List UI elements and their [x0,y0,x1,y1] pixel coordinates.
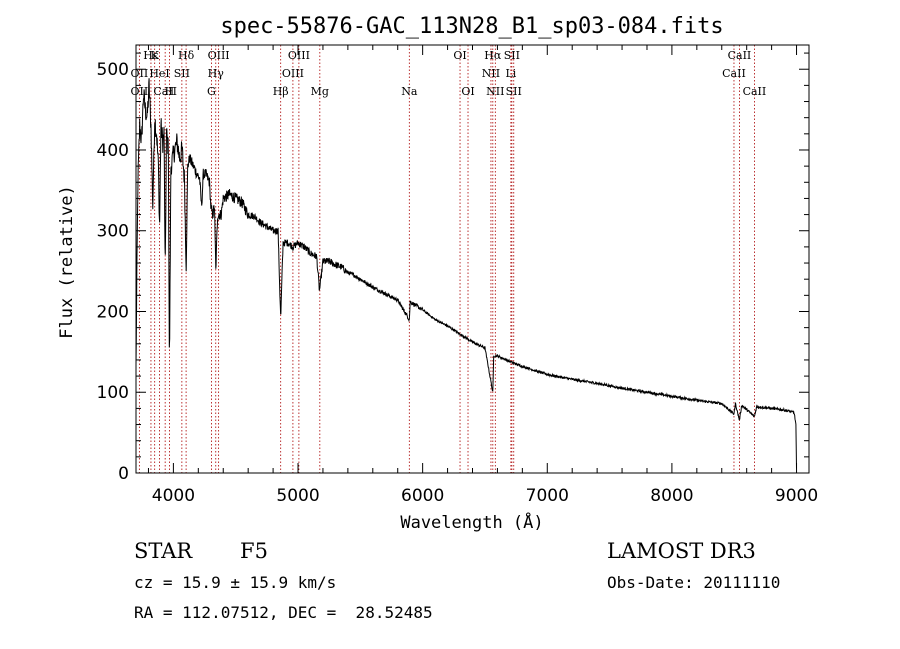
spectral-line-label: Na [401,85,418,98]
observation-date: Obs-Date: 20111110 [607,573,781,592]
spectral-line-label: CaII [743,85,767,98]
spectral-line-label: SII [504,49,520,62]
spectral-line-label: OIII [208,49,230,62]
x-tick-label: 5000 [276,486,319,506]
spectral-line-label: Hα [484,49,502,62]
spectral-line-label: Mg [311,85,329,98]
y-axis-label: Flux (relative) [57,185,77,339]
spectral-line-label: Hβ [273,85,289,98]
spectral-line-label: OII [131,85,149,98]
spectral-line-label: OII [131,67,149,80]
x-tick-label: 6000 [401,486,444,506]
spectral-line-label: G [207,85,216,98]
y-tick-label: 300 [97,222,129,242]
spectral-line-label: OIII [288,49,310,62]
axis-ticks: 4000 5000 6000 7000 8000 9000 0 100 200 300 400 500 [97,45,818,506]
redshift-cz: cz = 15.9 ± 15.9 km/s [134,573,337,592]
plot-frame [135,44,810,474]
object-class: STAR [134,539,193,563]
spectral-line-label: Hγ [208,67,225,80]
spectrum-series-line [135,78,797,469]
x-tick-label: 7000 [526,486,569,506]
chart-title: spec-55876-GAC_113N28_B1_sp03-084.fits [220,14,723,39]
spectral-line-label: SII [174,67,190,80]
spectral-line-markers [138,45,755,473]
y-tick-label: 500 [97,60,129,80]
spectral-line-label: SII [506,85,522,98]
spectral-line-label: Hδ [178,49,195,62]
spectral-line-label: K [151,49,160,62]
y-tick-label: 400 [97,141,129,161]
y-tick-label: 0 [118,464,129,484]
object-subclass: F5 [240,539,268,563]
spectral-line-label: OI [453,49,466,62]
y-tick-label: 200 [97,302,129,322]
x-tick-label: 4000 [152,486,195,506]
spectral-line-label: H [165,85,175,98]
spectral-line-label: Li [505,67,516,80]
x-tick-label: 8000 [650,486,693,506]
x-axis-label: Wavelength (Å) [400,511,543,533]
spectral-line-label: CaII [728,49,752,62]
spectral-line-label: CaII [153,85,177,98]
survey-name: LAMOST DR3 [607,539,756,563]
spectrum-chart: spec-55876-GAC_113N28_B1_sp03-084.fits 4… [57,14,818,533]
coordinates: RA = 112.07512, DEC = 28.52485 [134,603,433,622]
spectrum-layer [135,78,797,469]
y-tick-label: 100 [97,383,129,403]
spectral-line-label: NII [486,85,504,98]
spectral-line-label: NII [482,67,500,80]
spectral-line-label: Hε [143,49,159,62]
spectral-line-label: OI [461,85,474,98]
spectral-line-label: OIII [282,67,304,80]
spectral-line-label: CaII [722,67,746,80]
x-tick-label: 9000 [775,486,818,506]
spectral-line-label: HeI [149,67,169,80]
